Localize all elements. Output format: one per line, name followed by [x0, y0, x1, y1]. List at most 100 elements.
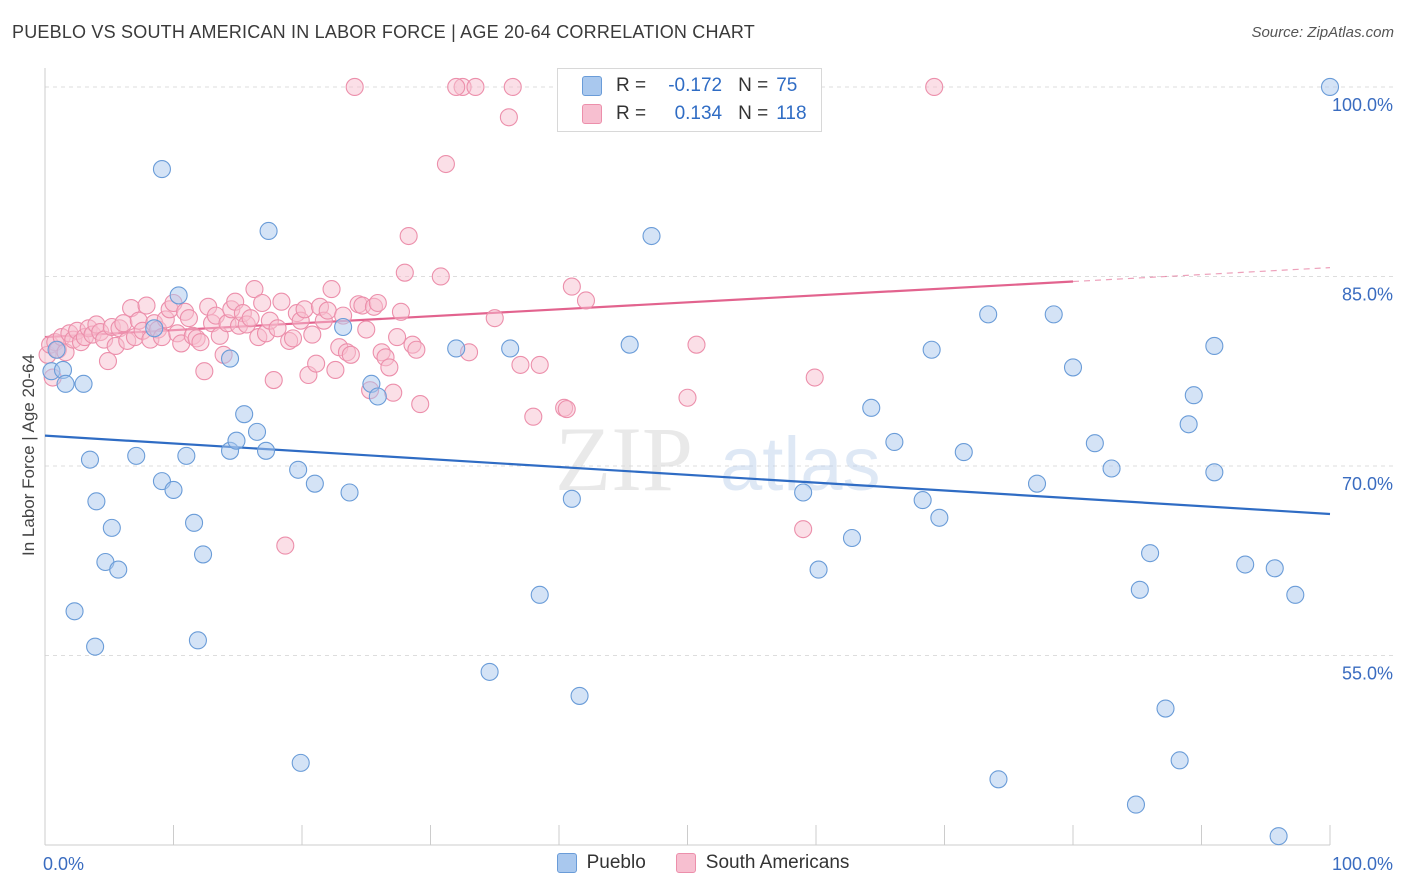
pueblo-point	[480, 662, 499, 681]
y-axis-label: In Labor Force | Age 20-64	[19, 354, 38, 556]
south-americans-point	[562, 277, 581, 296]
south-americans-point	[191, 333, 210, 352]
pueblo-point	[194, 545, 213, 564]
pueblo-point	[1205, 336, 1224, 356]
pueblo-point	[913, 491, 932, 510]
pueblo-point	[220, 349, 240, 368]
pueblo-point	[1320, 77, 1340, 97]
n-label: N =	[738, 103, 769, 124]
axes	[44, 68, 1331, 846]
pueblo-point	[642, 226, 661, 246]
south-americans-point	[805, 368, 824, 387]
south-americans-legend-label: South Americans	[705, 852, 850, 873]
south-americans-point	[114, 314, 133, 333]
south-americans-point	[391, 302, 410, 321]
south-americans-point	[276, 536, 295, 555]
pueblo-point	[620, 335, 639, 354]
pueblo-point	[1236, 555, 1255, 574]
data-points	[38, 77, 1340, 846]
pueblo-point	[979, 305, 998, 324]
pueblo-point	[1205, 463, 1224, 482]
pueblo-point	[922, 340, 941, 359]
south-americans-point	[253, 293, 272, 313]
y-tick-label: 100.0%	[1332, 95, 1393, 115]
y-tick-label: 85.0%	[1342, 284, 1393, 304]
x-tick-label: 100.0%	[1332, 854, 1393, 874]
south-americans-point	[326, 360, 345, 380]
pueblo-point	[530, 585, 549, 604]
south-americans-point	[264, 371, 283, 390]
south-americans-point	[368, 293, 387, 313]
south-americans-n-value: 118	[776, 103, 807, 124]
y-tick-label: 70.0%	[1342, 474, 1393, 494]
south-americans-point	[272, 292, 291, 311]
pueblo-point	[1179, 415, 1198, 434]
pueblo-point	[1286, 585, 1305, 604]
legend-item-pueblo[interactable]: Pueblo	[556, 852, 646, 874]
legend-item-south-americans[interactable]: South Americans	[675, 852, 850, 874]
pueblo-point	[885, 432, 904, 452]
pueblo-point	[152, 160, 171, 179]
south-americans-point	[530, 355, 549, 374]
south-americans-point	[466, 77, 485, 97]
south-americans-trend-extension	[1072, 267, 1331, 283]
r-label: R =	[616, 75, 647, 96]
pueblo-point	[1063, 358, 1083, 377]
y-tick-label: 55.0%	[1342, 663, 1393, 683]
pueblo-point	[289, 460, 308, 479]
pueblo-point	[1184, 386, 1203, 405]
pueblo-point	[235, 405, 254, 424]
south-americans-point	[678, 388, 697, 407]
pueblo-point	[1141, 544, 1160, 563]
south-americans-point	[411, 395, 430, 414]
chart-title: PUEBLO VS SOUTH AMERICAN IN LABOR FORCE …	[12, 22, 755, 42]
pueblo-point	[291, 753, 310, 772]
south-americans-point	[380, 358, 399, 377]
south-americans-point	[511, 355, 530, 374]
south-americans-point	[241, 309, 260, 328]
pueblo-point	[169, 286, 188, 305]
pueblo-point	[340, 483, 359, 502]
pueblo-point	[1269, 827, 1288, 846]
pueblo-point	[259, 221, 278, 241]
pueblo-point	[842, 528, 862, 548]
south-americans-point	[322, 280, 341, 299]
south-americans-point	[687, 335, 706, 354]
south-americans-point	[431, 267, 450, 286]
pueblo-n-value: 75	[776, 75, 798, 96]
pueblo-point	[185, 513, 204, 532]
pueblo-point	[102, 518, 121, 537]
pueblo-point	[1126, 795, 1146, 814]
pueblo-point	[74, 374, 93, 393]
pueblo-point	[227, 431, 246, 450]
tick-labels: 100.0% 85.0% 70.0% 55.0% 0.0% 100.0%	[43, 95, 1393, 874]
pueblo-point	[127, 446, 146, 465]
pueblo-point	[930, 508, 949, 527]
pueblo-point	[109, 560, 128, 579]
south-americans-point	[794, 520, 813, 539]
pueblo-point	[145, 319, 164, 338]
south-americans-point	[318, 301, 337, 320]
pueblo-point	[1130, 580, 1149, 599]
south-americans-point	[295, 300, 314, 319]
south-americans-trend-line	[44, 280, 1074, 339]
south-americans-point	[137, 296, 156, 315]
pueblo-point	[177, 446, 196, 465]
south-americans-point	[925, 77, 944, 97]
pueblo-point	[65, 602, 84, 621]
pueblo-point	[188, 631, 207, 650]
pueblo-point	[305, 474, 324, 493]
south-americans-point	[357, 320, 376, 339]
south-americans-point	[303, 325, 322, 344]
south-americans-point	[245, 280, 264, 299]
pueblo-point	[1156, 699, 1175, 718]
pueblo-point	[809, 560, 828, 579]
grid-lines	[45, 86, 1395, 656]
pueblo-legend-label: Pueblo	[586, 852, 646, 873]
south-americans-point	[407, 340, 426, 359]
south-americans-point	[447, 77, 466, 97]
south-americans-point	[98, 352, 118, 371]
pueblo-point	[247, 422, 267, 441]
south-americans-point	[395, 263, 414, 282]
